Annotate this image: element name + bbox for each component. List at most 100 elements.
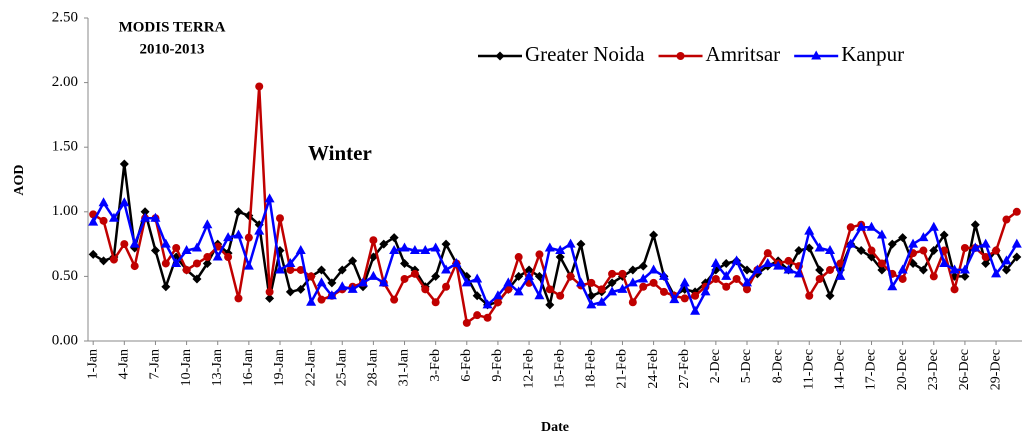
marker (99, 256, 109, 266)
marker (244, 233, 253, 242)
marker (400, 258, 410, 268)
x-tick-label: 24-Feb (646, 349, 661, 389)
marker (639, 282, 648, 291)
marker (918, 232, 929, 242)
chart-title: MODIS TERRA (119, 19, 226, 35)
marker (182, 265, 191, 274)
marker (607, 278, 617, 288)
marker (337, 265, 347, 275)
marker (109, 255, 118, 264)
marker (1001, 255, 1012, 265)
marker (544, 242, 555, 252)
marker (928, 221, 939, 231)
marker (88, 216, 99, 226)
x-tick-label: 28-Jan (366, 349, 381, 386)
series-line (92, 162, 1018, 307)
annotation: Winter (308, 141, 372, 165)
marker (617, 283, 628, 293)
marker (442, 282, 451, 291)
marker (150, 212, 161, 222)
marker (129, 238, 140, 248)
y-tick-label: 0.00 (52, 332, 78, 348)
marker (648, 264, 659, 274)
marker (1001, 265, 1011, 275)
marker (565, 238, 576, 248)
marker (867, 246, 876, 255)
marker (369, 236, 378, 245)
marker (493, 298, 502, 307)
marker (814, 242, 825, 252)
marker (286, 265, 295, 274)
marker (555, 245, 566, 255)
marker (451, 257, 462, 267)
marker (722, 282, 731, 291)
marker (679, 277, 690, 287)
marker (845, 238, 856, 248)
marker (181, 245, 192, 255)
marker (960, 271, 970, 281)
marker (960, 243, 969, 252)
x-tick-label: 29-Dec (988, 349, 1003, 390)
marker (825, 291, 835, 301)
marker (161, 259, 170, 268)
marker (306, 296, 317, 306)
marker (409, 245, 420, 255)
x-tick-label: 20-Dec (895, 349, 910, 390)
marker (980, 238, 991, 248)
marker (575, 277, 586, 287)
marker (462, 318, 471, 327)
marker (877, 259, 886, 268)
marker (732, 274, 741, 283)
marker (223, 232, 234, 242)
x-tick-label: 22-Jan (303, 349, 318, 386)
marker (327, 278, 337, 288)
x-tick-label: 4-Jan (117, 349, 132, 379)
marker (805, 291, 814, 300)
marker (461, 277, 472, 287)
marker (473, 311, 482, 320)
marker (98, 197, 109, 207)
marker (285, 257, 296, 267)
marker (628, 265, 638, 275)
marker (898, 274, 907, 283)
marker (556, 291, 565, 300)
marker (495, 51, 505, 61)
x-tick-label: 18-Feb (584, 349, 599, 389)
marker (233, 229, 244, 239)
marker (492, 290, 503, 300)
marker (88, 249, 98, 259)
marker (576, 239, 586, 249)
x-tick-label: 19-Jan (272, 349, 287, 386)
y-axis-title: AOD (12, 164, 27, 195)
marker (545, 285, 554, 294)
marker (430, 242, 441, 252)
marker (1012, 207, 1021, 216)
marker (390, 295, 399, 304)
x-tick-label: 26-Dec (957, 349, 972, 390)
x-tick-label: 25-Jan (334, 349, 349, 386)
marker (784, 256, 793, 265)
marker (192, 259, 201, 268)
y-tick-label: 2.00 (52, 74, 78, 90)
marker (400, 274, 409, 283)
marker (763, 249, 772, 258)
marker (140, 207, 150, 217)
marker (140, 212, 151, 222)
marker (368, 252, 378, 262)
marker (939, 257, 950, 267)
marker (690, 305, 701, 315)
marker (555, 252, 565, 262)
marker (316, 277, 327, 287)
marker (815, 265, 825, 275)
marker (347, 283, 358, 293)
marker (421, 285, 430, 294)
marker (524, 265, 534, 275)
marker (264, 193, 275, 203)
marker (160, 238, 171, 248)
marker (255, 82, 264, 91)
marker (887, 239, 897, 249)
marker (970, 220, 980, 230)
marker (721, 258, 731, 268)
marker (274, 264, 285, 274)
marker (534, 290, 545, 300)
